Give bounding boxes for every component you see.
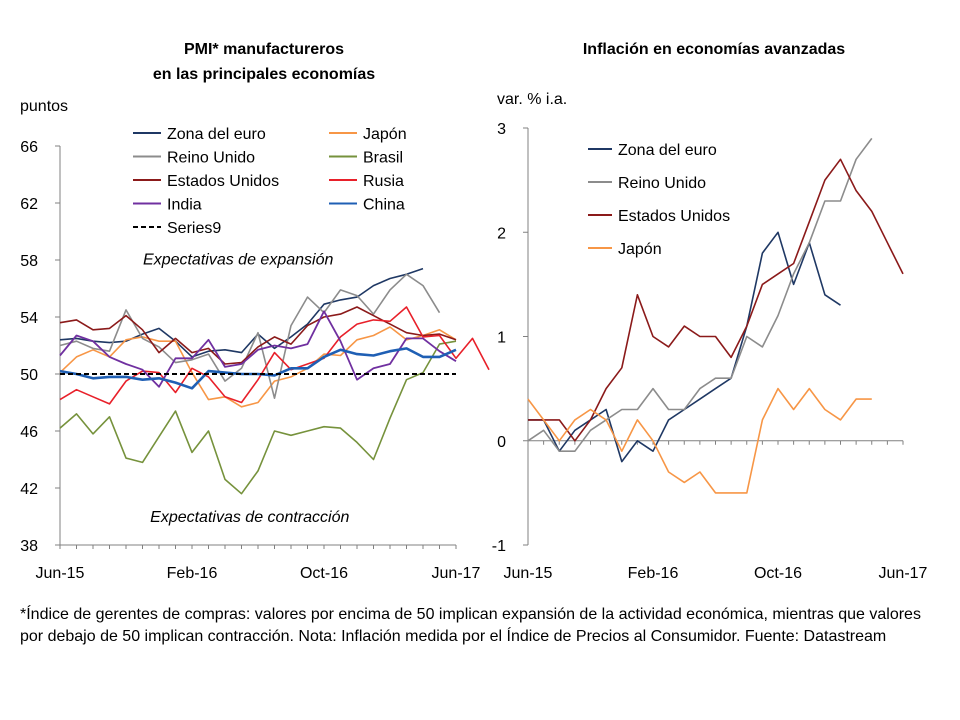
pmi-series-line-zona-del-euro [59,267,424,358]
inf-x-tick-label: Feb-16 [628,565,679,582]
pmi-x-tick-label: Jun-17 [432,565,481,582]
charts-figure: PMI* manufactureros en las principales e… [20,41,928,582]
pmi-legend-label-reino-unido: Reino Unido [167,150,255,167]
pmi-series-line-brasil [59,340,457,495]
pmi-y-tick-label: 42 [20,481,38,498]
inflation-chart-title: Inflación en economías avanzadas [583,41,845,58]
inf-legend-label-zona-del-euro: Zona del euro [618,142,717,159]
pmi-series-line-india [59,310,457,388]
inflation-chart: Inflación en economías avanzadas var. % … [492,41,928,582]
inf-y-tick-label: 1 [497,330,506,347]
inf-legend-label-japon: Japón [618,241,662,258]
inf-x-tick-label: Oct-16 [754,565,802,582]
pmi-annotation-expansion: Expectativas de expansión [143,251,333,268]
pmi-annotation-contraction: Expectativas de contracción [150,509,349,526]
pmi-y-tick-label: 58 [20,253,38,270]
inf-series-line-japon [527,387,872,494]
pmi-chart-title-line2: en las principales economías [153,66,375,83]
pmi-chart-title-line1: PMI* manufactureros [184,41,344,58]
pmi-legend-label-series9: Series9 [167,220,221,237]
pmi-legend-label-estados-unidos: Estados Unidos [167,173,279,190]
inf-series-line-reino-unido [527,137,873,453]
footnote: *Índice de gerentes de compras: valores … [20,606,921,645]
inf-y-tick-label: 3 [497,121,506,138]
inf-x-tick-label: Jun-17 [879,565,928,582]
pmi-legend-label-rusia: Rusia [363,173,404,190]
pmi-series-line-rusia [59,306,490,405]
inf-y-tick-label: 0 [497,434,506,451]
inf-legend-label-estados-unidos: Estados Unidos [618,208,730,225]
inf-y-tick-label: 2 [497,225,506,242]
pmi-legend: Zona del euro Japón Reino Unido Brasil Estad… [133,126,407,237]
pmi-y-tick-label: 38 [20,538,38,555]
inflation-y-axis-label: var. % i.a. [497,91,567,108]
pmi-chart: PMI* manufactureros en las principales e… [20,41,490,582]
pmi-x-tick-label: Feb-16 [167,565,218,582]
inf-x-tick-label: Jun-15 [504,565,553,582]
pmi-series-line-japon [59,326,457,408]
pmi-y-tick-label: 46 [20,424,38,441]
pmi-legend-label-zona-del-euro: Zona del euro [167,126,266,143]
pmi-series-line-reino-unido [59,273,441,400]
inf-series-line-estados-unidos [528,158,904,442]
pmi-y-tick-label: 50 [20,367,38,384]
pmi-series-line-estados-unidos [59,306,457,365]
inf-y-tick-label: -1 [492,538,506,555]
pmi-legend-label-india: India [167,197,202,214]
inf-legend-label-reino-unido: Reino Unido [618,175,706,192]
pmi-legend-label-china: China [363,197,405,214]
pmi-x-tick-label: Jun-15 [36,565,85,582]
inf-series-line-zona-del-euro [528,231,841,463]
pmi-y-tick-label: 62 [20,196,38,213]
inflation-legend: Zona del euro Reino Unido Estados Unidos Ja… [588,142,730,258]
pmi-series-line-china [59,347,457,390]
pmi-y-tick-label: 66 [20,139,38,156]
pmi-x-tick-label: Oct-16 [300,565,348,582]
pmi-legend-label-japon: Japón [363,126,407,143]
pmi-y-axis-label: puntos [20,98,68,115]
pmi-legend-label-brasil: Brasil [363,150,403,167]
pmi-y-tick-label: 54 [20,310,38,327]
